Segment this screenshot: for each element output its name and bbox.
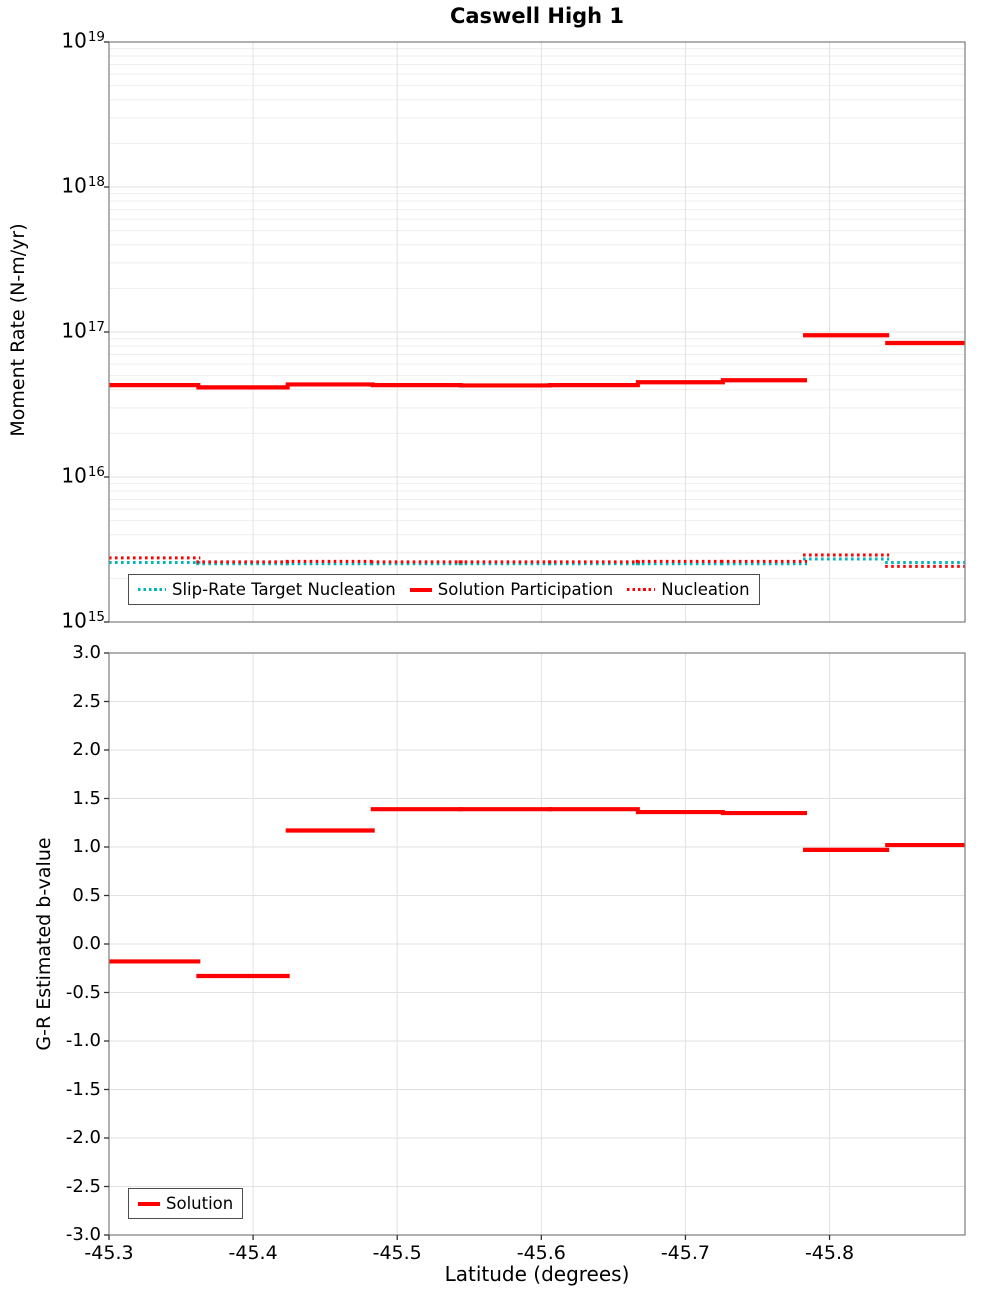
b-value-y-tick-label: 0.5: [72, 884, 101, 906]
moment-rate-y-tick-label: 1017: [61, 318, 105, 343]
b-value-y-tick-label: -2.0: [65, 1127, 101, 1148]
moment-rate-y-tick-label: 1018: [61, 173, 105, 198]
latitude-x-tick-label: -45.6: [516, 1242, 566, 1264]
b-value-y-tick-label: 3.0: [72, 642, 101, 663]
b-value-y-tick-label: -1.0: [65, 1030, 101, 1051]
b-value-y-tick-label: -3.0: [65, 1224, 101, 1245]
legend-label-solution: Solution: [166, 1194, 234, 1213]
chart-title: Caswell High 1: [449, 4, 625, 28]
slip-rate-target-nucleation-line-swatch: [138, 588, 166, 591]
b-value-y-tick-label: -1.5: [65, 1078, 101, 1100]
b-value-y-tick-label: -0.5: [65, 981, 101, 1003]
legend-label-solution-participation: Solution Participation: [437, 580, 614, 599]
b-value-y-tick-label: 0.0: [72, 933, 101, 954]
latitude-x-tick-label: -45.3: [84, 1242, 134, 1264]
solution-line-swatch: [138, 1201, 160, 1206]
legend-b-value: Solution: [128, 1188, 244, 1219]
b-value-y-tick-label: 2.5: [72, 690, 101, 712]
latitude-axis-label: Latitude (degrees): [444, 1262, 630, 1286]
solution-participation-line-swatch: [409, 587, 432, 592]
latitude-x-tick-label: -45.4: [228, 1242, 278, 1264]
b-value-y-tick-label: 1.0: [72, 836, 101, 857]
b-value-y-tick-label: 2.0: [72, 739, 101, 760]
latitude-x-tick-label: -45.8: [804, 1242, 855, 1264]
moment-rate-y-tick-label: 1015: [61, 608, 105, 633]
legend-moment-rate: Slip-Rate Target Nucleation Solution Par…: [128, 574, 760, 605]
latitude-x-tick-label: -45.7: [660, 1242, 710, 1264]
nucleation-line-swatch: [627, 588, 656, 591]
latitude-x-tick-label: -45.5: [372, 1242, 422, 1264]
legend-label-nucleation: Nucleation: [661, 580, 750, 599]
moment-rate-y-tick-label: 1019: [61, 28, 105, 53]
b-value-y-tick-label: 1.5: [72, 787, 101, 809]
b-value-y-tick-label: -2.5: [65, 1175, 101, 1197]
legend-label-slip-rate-target-nucleation: Slip-Rate Target Nucleation: [172, 580, 396, 599]
moment-rate-y-tick-label: 1016: [61, 463, 105, 488]
